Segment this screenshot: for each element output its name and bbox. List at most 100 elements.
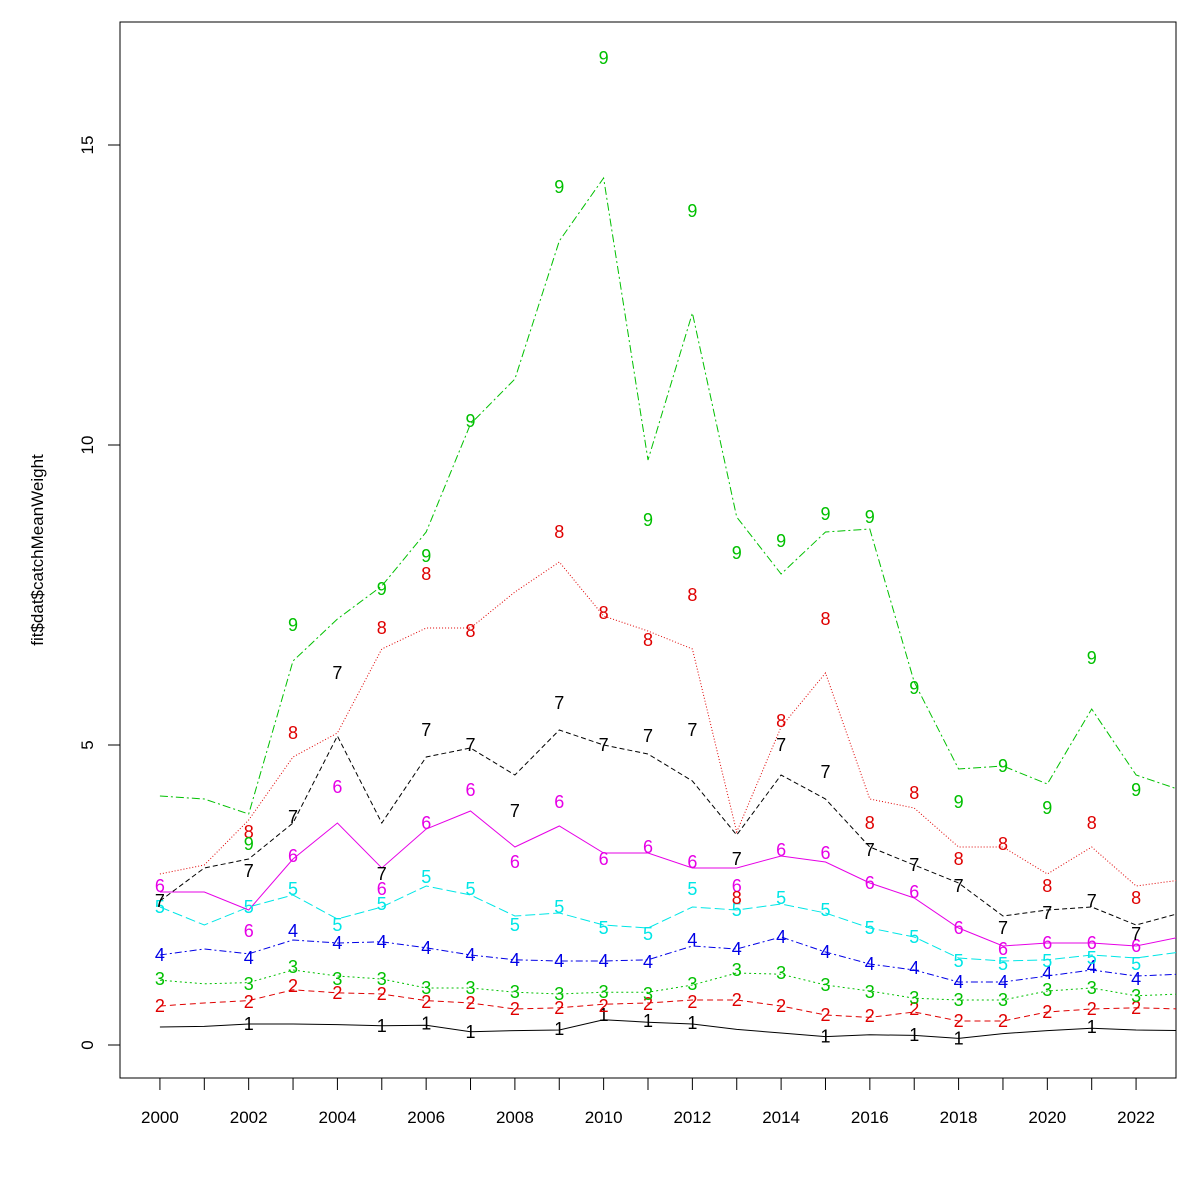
point-label-1: 1 xyxy=(820,1027,830,1047)
point-label-3: 3 xyxy=(244,974,254,994)
point-label-8: 8 xyxy=(244,822,254,842)
point-label-3: 3 xyxy=(510,982,520,1002)
series-line-5 xyxy=(159,885,1176,962)
point-label-3: 3 xyxy=(909,988,919,1008)
point-label-9: 9 xyxy=(244,834,254,854)
point-label-8: 8 xyxy=(377,618,387,638)
point-label-6: 6 xyxy=(554,792,564,812)
point-label-6: 6 xyxy=(909,882,919,902)
point-label-5: 5 xyxy=(599,918,609,938)
point-label-8: 8 xyxy=(820,609,830,629)
point-label-5: 5 xyxy=(820,900,830,920)
point-label-5: 5 xyxy=(554,897,564,917)
y-axis: 0 5 10 15 xyxy=(78,136,121,1050)
point-label-4: 4 xyxy=(599,951,609,971)
point-label-9: 9 xyxy=(1042,798,1052,818)
x-tick-label: 2004 xyxy=(318,1108,356,1127)
point-label-9: 9 xyxy=(1131,780,1141,800)
point-label-9: 9 xyxy=(954,792,964,812)
point-label-9: 9 xyxy=(1087,648,1097,668)
point-label-9: 9 xyxy=(599,48,609,68)
point-label-4: 4 xyxy=(1042,963,1052,983)
point-label-7: 7 xyxy=(909,855,919,875)
point-label-4: 4 xyxy=(332,933,342,953)
point-label-7: 7 xyxy=(554,693,564,713)
x-tick-label: 2000 xyxy=(141,1108,179,1127)
point-label-4: 4 xyxy=(1131,969,1141,989)
point-label-2: 2 xyxy=(465,993,475,1013)
x-axis: 2000 2002 2004 2006 2008 2010 2012 2014 2016 2018… xyxy=(141,1077,1155,1127)
point-label-9: 9 xyxy=(687,201,697,221)
point-label-4: 4 xyxy=(776,927,786,947)
x-tick-label: 2008 xyxy=(496,1108,534,1127)
point-label-7: 7 xyxy=(865,840,875,860)
point-label-8: 8 xyxy=(776,711,786,731)
point-label-7: 7 xyxy=(1042,903,1052,923)
point-label-7: 7 xyxy=(643,726,653,746)
y-tick-label: 15 xyxy=(78,136,97,155)
point-label-4: 4 xyxy=(377,932,387,952)
point-label-1: 1 xyxy=(687,1013,697,1033)
point-label-8: 8 xyxy=(954,849,964,869)
point-label-3: 3 xyxy=(155,969,165,989)
point-label-9: 9 xyxy=(421,546,431,566)
series-point-labels: 1 1 1 1 11 1 11 1 112 22 2 2 2 2 2 2 2 2 2 2 2 2 2 22 2 2 2 23 333 3 3… xyxy=(155,48,1141,1048)
point-label-8: 8 xyxy=(909,783,919,803)
point-label-3: 3 xyxy=(1087,978,1097,998)
point-label-2: 2 xyxy=(1042,1002,1052,1022)
point-label-4: 4 xyxy=(155,945,165,965)
point-label-2: 2 xyxy=(865,1006,875,1026)
point-label-2: 2 xyxy=(687,992,697,1012)
point-label-3: 3 xyxy=(288,957,298,977)
point-label-3: 3 xyxy=(1131,986,1141,1006)
point-label-7: 7 xyxy=(288,807,298,827)
point-label-3: 3 xyxy=(465,978,475,998)
point-label-8: 8 xyxy=(1087,813,1097,833)
point-label-5: 5 xyxy=(155,897,165,917)
point-label-2: 2 xyxy=(155,996,165,1016)
point-label-9: 9 xyxy=(732,543,742,563)
point-label-2: 2 xyxy=(643,994,653,1014)
point-label-2: 2 xyxy=(377,984,387,1004)
point-label-4: 4 xyxy=(732,939,742,959)
point-label-8: 8 xyxy=(687,585,697,605)
point-label-1: 1 xyxy=(377,1016,387,1036)
point-label-4: 4 xyxy=(1087,957,1097,977)
point-label-5: 5 xyxy=(510,915,520,935)
x-tick-label: 2020 xyxy=(1028,1108,1066,1127)
series-line-6 xyxy=(159,810,1176,947)
point-label-2: 2 xyxy=(554,998,564,1018)
point-label-6: 6 xyxy=(599,849,609,869)
point-label-8: 8 xyxy=(1042,876,1052,896)
x-tick-label: 2010 xyxy=(585,1108,623,1127)
point-label-3: 3 xyxy=(732,960,742,980)
point-label-5: 5 xyxy=(643,924,653,944)
point-label-1: 1 xyxy=(909,1025,919,1045)
point-label-3: 3 xyxy=(421,978,431,998)
point-label-2: 2 xyxy=(954,1011,964,1031)
point-label-2: 2 xyxy=(288,976,298,996)
point-label-5: 5 xyxy=(1131,954,1141,974)
point-label-7: 7 xyxy=(776,735,786,755)
point-label-3: 3 xyxy=(954,990,964,1010)
point-label-7: 7 xyxy=(687,720,697,740)
series-line-2 xyxy=(159,989,1176,1022)
point-label-7: 7 xyxy=(155,891,165,911)
point-label-7: 7 xyxy=(599,735,609,755)
point-label-5: 5 xyxy=(732,900,742,920)
point-label-1: 1 xyxy=(465,1022,475,1042)
point-label-6: 6 xyxy=(865,873,875,893)
y-tick-label: 0 xyxy=(78,1040,97,1049)
point-label-6: 6 xyxy=(643,837,653,857)
point-label-5: 5 xyxy=(954,951,964,971)
point-label-1: 1 xyxy=(1087,1017,1097,1037)
point-label-7: 7 xyxy=(954,876,964,896)
point-label-5: 5 xyxy=(465,879,475,899)
point-label-4: 4 xyxy=(288,921,298,941)
point-label-2: 2 xyxy=(1087,999,1097,1019)
point-label-6: 6 xyxy=(155,876,165,896)
point-label-6: 6 xyxy=(1087,933,1097,953)
point-label-5: 5 xyxy=(998,954,1008,974)
point-label-2: 2 xyxy=(421,992,431,1012)
point-label-3: 3 xyxy=(820,975,830,995)
